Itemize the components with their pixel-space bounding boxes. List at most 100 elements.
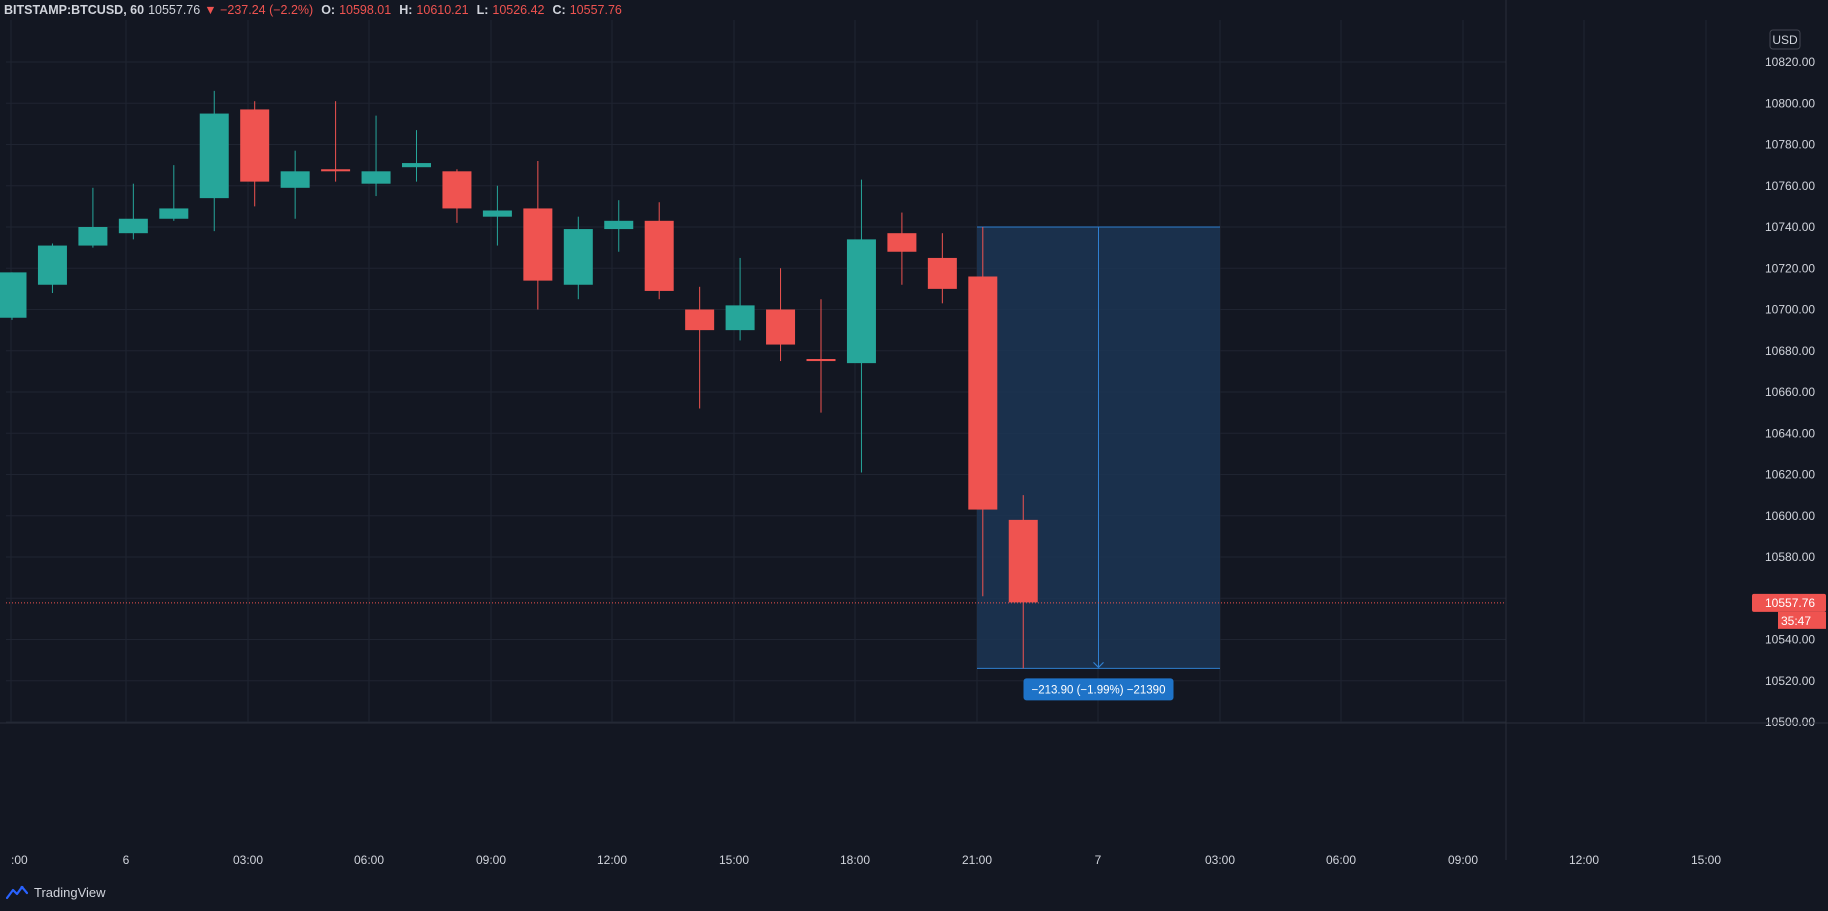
- low-label: L:: [476, 3, 489, 17]
- time-tick: 18:00: [840, 853, 870, 867]
- currency-badge: USD: [1772, 33, 1798, 47]
- candle-body: [37, 245, 67, 285]
- candle: [482, 185, 512, 246]
- candle: [766, 268, 796, 362]
- candle-body: [321, 169, 351, 172]
- candle-body: [927, 257, 957, 289]
- price-tick: 10620.00: [1765, 468, 1815, 482]
- candle: [37, 243, 67, 293]
- candle: [280, 150, 310, 219]
- candle: [523, 161, 553, 310]
- candle: [402, 130, 431, 182]
- price-tick: 10780.00: [1765, 138, 1815, 152]
- close-label: C:: [552, 3, 566, 17]
- last-price-tag-text: 10557.76: [1765, 596, 1815, 610]
- price-axis[interactable]: USD 10820.00 10800.00 10780.00 10760.00 10740…: [1505, 0, 1826, 860]
- candle-body: [806, 359, 836, 362]
- candle-body: [766, 309, 796, 345]
- price-tick: 10680.00: [1765, 344, 1815, 358]
- tradingview-label: TradingView: [34, 884, 106, 900]
- candle-body: [199, 113, 229, 199]
- candle-body: [0, 272, 27, 318]
- candle-body: [361, 171, 391, 184]
- measure-label: −213.90 (−1.99%) −21390: [1032, 684, 1166, 696]
- measure-label-box: [1023, 678, 1174, 701]
- candle: [725, 257, 755, 341]
- symbol-label[interactable]: BITSTAMP:BTCUSD, 60: [4, 3, 145, 17]
- low-value: 10526.42: [492, 3, 545, 17]
- candle: [361, 115, 391, 197]
- candle-body: [1008, 519, 1038, 603]
- candle-body: [442, 171, 472, 209]
- price-tick: 10520.00: [1765, 674, 1815, 688]
- candle: [0, 272, 27, 320]
- candle: [118, 183, 148, 240]
- candle: [604, 200, 634, 252]
- candle: [159, 165, 189, 221]
- tradingview-logo[interactable]: TradingView: [6, 882, 106, 902]
- candle: [806, 299, 836, 413]
- countdown-tag-text: 35:47: [1781, 614, 1811, 628]
- candle-body: [240, 109, 270, 182]
- candle-body: [846, 239, 876, 364]
- time-tick: 21:00: [962, 853, 992, 867]
- candle: [685, 286, 715, 409]
- price-tick: 10540.00: [1765, 633, 1815, 647]
- grid: [6, 20, 1707, 723]
- time-tick: 15:00: [719, 853, 749, 867]
- time-axis[interactable]: :00 6 03:00 06:00 09:00 12:00 15:00 18:00 21:00 7…: [0, 722, 1828, 867]
- candle-body: [280, 171, 310, 188]
- candle-body: [644, 220, 674, 291]
- candles: [0, 90, 1038, 669]
- candle: [887, 212, 917, 285]
- candle-body: [604, 220, 634, 230]
- open-value: 10598.01: [339, 3, 392, 17]
- candle-body: [563, 229, 593, 285]
- measure-arrow-head: [1093, 661, 1104, 669]
- price-tick: 10500.00: [1765, 715, 1815, 729]
- price-change: ▼ −237.24 (−2.2%): [204, 3, 314, 17]
- candle-body: [523, 208, 553, 281]
- time-tick: 06:00: [354, 853, 384, 867]
- candle-body: [78, 227, 108, 246]
- price-change-value: −237.24 (−2.2%): [220, 3, 314, 17]
- price-tick: 10720.00: [1765, 261, 1815, 275]
- candle: [846, 179, 876, 473]
- candle-body: [968, 276, 998, 510]
- candle: [199, 90, 229, 232]
- time-tick: 09:00: [1448, 853, 1478, 867]
- time-tick: 12:00: [597, 853, 627, 867]
- countdown-tag: [1778, 611, 1826, 629]
- candle: [240, 101, 270, 207]
- candle-body: [118, 218, 148, 234]
- candle: [563, 216, 593, 300]
- candle: [442, 169, 472, 223]
- candle-body: [482, 210, 512, 217]
- last-price: 10557.76: [148, 3, 201, 17]
- high-value: 10610.21: [416, 3, 469, 17]
- time-tick: 09:00: [476, 853, 506, 867]
- candle-body: [159, 208, 189, 219]
- time-tick: 6: [123, 853, 130, 867]
- time-tick: 15:00: [1691, 853, 1721, 867]
- time-tick: 06:00: [1326, 853, 1356, 867]
- time-tick: 12:00: [1569, 853, 1599, 867]
- open-label: O:: [321, 3, 336, 17]
- currency-badge-box: [1769, 29, 1801, 50]
- price-tick: 10600.00: [1765, 509, 1815, 523]
- candle: [644, 202, 674, 300]
- measure-tool[interactable]: −213.90 (−1.99%) −21390: [977, 226, 1220, 701]
- price-tick: 10640.00: [1765, 426, 1815, 440]
- price-tick: 10740.00: [1765, 220, 1815, 234]
- close-value: 10557.76: [569, 3, 622, 17]
- candle: [1008, 495, 1038, 669]
- time-tick: 03:00: [1205, 853, 1235, 867]
- tradingview-icon: [6, 885, 28, 899]
- price-tick: 10700.00: [1765, 303, 1815, 317]
- candle: [927, 233, 957, 304]
- last-price-tag: [1752, 593, 1826, 612]
- time-tick: 7: [1095, 853, 1102, 867]
- candle-body: [887, 233, 917, 252]
- price-tick: 10800.00: [1765, 96, 1815, 110]
